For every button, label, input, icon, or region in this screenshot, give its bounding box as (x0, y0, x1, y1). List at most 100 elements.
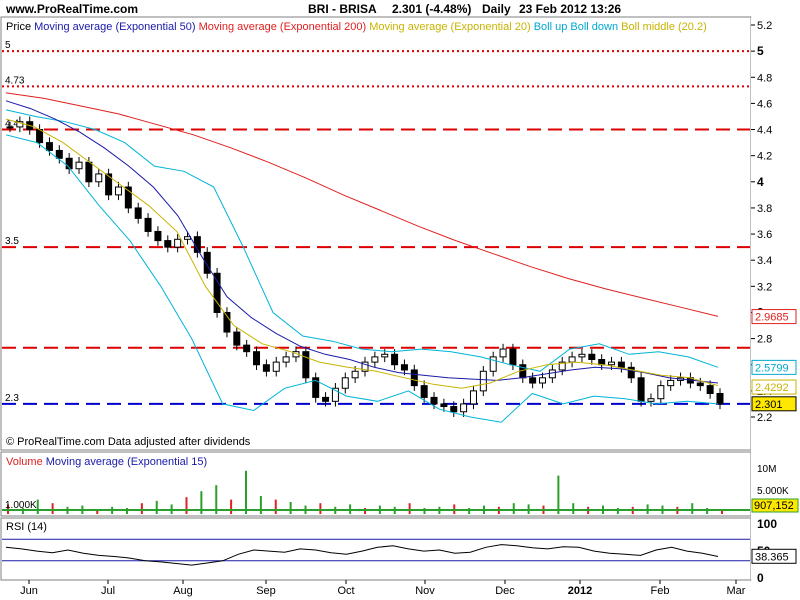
volume-bar (289, 502, 292, 514)
time-axis: Jun Jul Aug Sep Oct Nov Dec 2012 Feb Mar (20, 580, 746, 597)
volume-badge-box (751, 498, 799, 513)
price-tick-label: 4.4 (757, 125, 772, 137)
candle-body (322, 396, 330, 402)
volume-bar (691, 503, 694, 514)
candle-body (460, 403, 468, 413)
legend-item: Boll middle (20.2) (618, 21, 707, 33)
price-tick-label: 3.4 (757, 255, 772, 267)
candle-body (331, 387, 339, 402)
candle-body (617, 361, 625, 368)
volume-bar (96, 509, 99, 514)
candle-body (312, 377, 320, 398)
volume-bar (557, 475, 560, 514)
value-badge-text: 2.4292 (755, 382, 789, 394)
volume-bar (155, 500, 158, 514)
candle-body (184, 236, 191, 240)
volume-bar (185, 497, 188, 514)
candle-body (6, 126, 14, 129)
volume-bar (512, 503, 515, 514)
value-badge-text: 2.9685 (755, 312, 789, 324)
candle-body (282, 356, 290, 363)
candle-body (529, 377, 537, 384)
rsi-tick-label: 100 (757, 517, 777, 531)
price-tick-label: 3.6 (757, 229, 772, 241)
candle-body (253, 351, 261, 366)
axis-strip (751, 17, 800, 580)
candle-body (105, 173, 113, 196)
time-tick-label: Aug (173, 585, 193, 597)
legend-item: Moving average (Exponential 50) (31, 21, 195, 33)
volume-tick-label: 10M (757, 464, 776, 475)
value-badge-box (751, 396, 797, 412)
candle-body (361, 361, 369, 372)
candle-body (243, 344, 251, 353)
datetime-label: 23 Feb 2012 13:26 (519, 2, 621, 16)
price-tick-label: 5 (757, 44, 764, 58)
candle-body (85, 161, 93, 183)
candle-body (499, 348, 507, 358)
candle-body (558, 361, 566, 371)
level-label: 3.5 (5, 236, 19, 247)
volume-badge-text: 907,152 (754, 500, 794, 512)
price-tick-label: 4 (757, 175, 764, 189)
time-tick-label: Sep (256, 585, 276, 597)
volume-label: 1.000K (5, 500, 37, 511)
value-badges: 2.9685 2.5799 2.4292 2.301 (751, 309, 797, 412)
time-tick-label: Dec (495, 585, 515, 597)
time-tick-label: Nov (415, 585, 435, 597)
candle-body (627, 366, 635, 379)
legend-item: Price (6, 21, 31, 33)
level-label: 4.4 (5, 119, 19, 130)
candle-body (213, 272, 221, 313)
volume-bar (36, 499, 39, 514)
candle-body (302, 351, 310, 379)
rsi-line (2, 538, 750, 566)
price-tick-label: 4.6 (757, 98, 772, 110)
legend-item: Moving average (Exponential 200) (196, 21, 367, 33)
candle-body (371, 356, 379, 363)
quote-value: 2.301 (-4.48%) (392, 2, 471, 16)
candle-body (608, 361, 616, 366)
site-name: www.ProRealTime.com (5, 2, 138, 16)
candle-body (351, 370, 359, 379)
volume-bar (140, 503, 143, 514)
volume-bars: 1.000K (2, 470, 750, 514)
candle-body (706, 385, 714, 394)
legend-item: Boll up (531, 21, 568, 33)
volume-tick-label: 5.000K (757, 486, 789, 497)
level-label: 4.73 (5, 75, 25, 86)
candle-body (272, 361, 280, 372)
horizontal-levels: 5 4.73 4.4 3.5 2.3 (2, 40, 750, 405)
value-badge-box (751, 379, 797, 395)
candle-body (341, 377, 349, 389)
candle-body (548, 369, 556, 379)
candle-body (174, 238, 182, 248)
legend-item: Moving average (Exponential 20) (366, 21, 530, 33)
level-label: 2.3 (5, 393, 19, 404)
candle-body (95, 173, 103, 183)
volume-bar (319, 503, 322, 514)
rsi-badge-box (751, 548, 797, 564)
symbol-name: BRI - BRISA (308, 2, 377, 16)
candle-body (262, 364, 270, 372)
candle-body (450, 406, 458, 413)
boll-down-line (5, 134, 719, 423)
volume-bar (274, 499, 277, 514)
candle-body (391, 353, 399, 366)
candle-body (509, 348, 517, 366)
volume-bar (572, 503, 575, 514)
value-badge-box (751, 359, 797, 375)
rsi-tick-label: 0 (757, 571, 764, 585)
candle-body (75, 161, 83, 170)
candle-body (65, 157, 73, 170)
candle-body (696, 382, 704, 387)
volume-bar (259, 496, 262, 514)
price-tick-label: 2.2 (757, 412, 772, 424)
ema20-line (5, 118, 719, 389)
candle-body (716, 392, 724, 405)
candle-body (568, 356, 576, 363)
time-tick-label: Feb (651, 585, 670, 597)
boll-up-line (5, 109, 719, 372)
